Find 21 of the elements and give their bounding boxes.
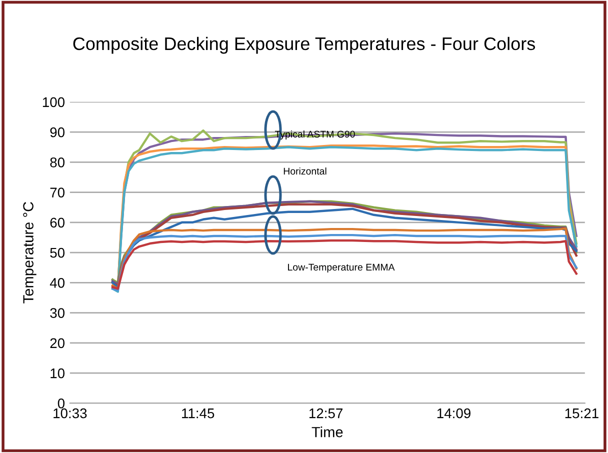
x-tick-label: 15:21	[565, 408, 598, 418]
y-tick-label: 90	[50, 127, 65, 138]
x-tick-label: 10:33	[54, 408, 87, 418]
y-axis-title: Temperature °C	[23, 202, 36, 304]
x-tick-label: 11:45	[182, 408, 214, 418]
y-tick-label: 0	[58, 398, 65, 408]
y-tick-label: 60	[50, 218, 65, 228]
x-axis-title: Time	[312, 426, 343, 438]
x-tick-label: 14:09	[437, 408, 470, 418]
annotation: Low-Temperature EMMA	[288, 264, 395, 273]
annotation: Horizontal	[284, 167, 326, 175]
y-tick-label: 10	[50, 368, 65, 378]
x-tick-label: 12:57	[309, 408, 342, 418]
y-tick-label: 20	[50, 338, 65, 348]
y-tick-label: 40	[50, 278, 65, 288]
y-tick-label: 70	[50, 188, 65, 198]
y-tick-label: 30	[50, 308, 65, 318]
chart-title: Composite Decking Exposure Temperatures - Four Colors	[73, 36, 536, 54]
y-tick-label: 100	[42, 97, 65, 108]
y-tick-label: 50	[50, 248, 65, 258]
y-tick-label: 80	[50, 158, 65, 168]
